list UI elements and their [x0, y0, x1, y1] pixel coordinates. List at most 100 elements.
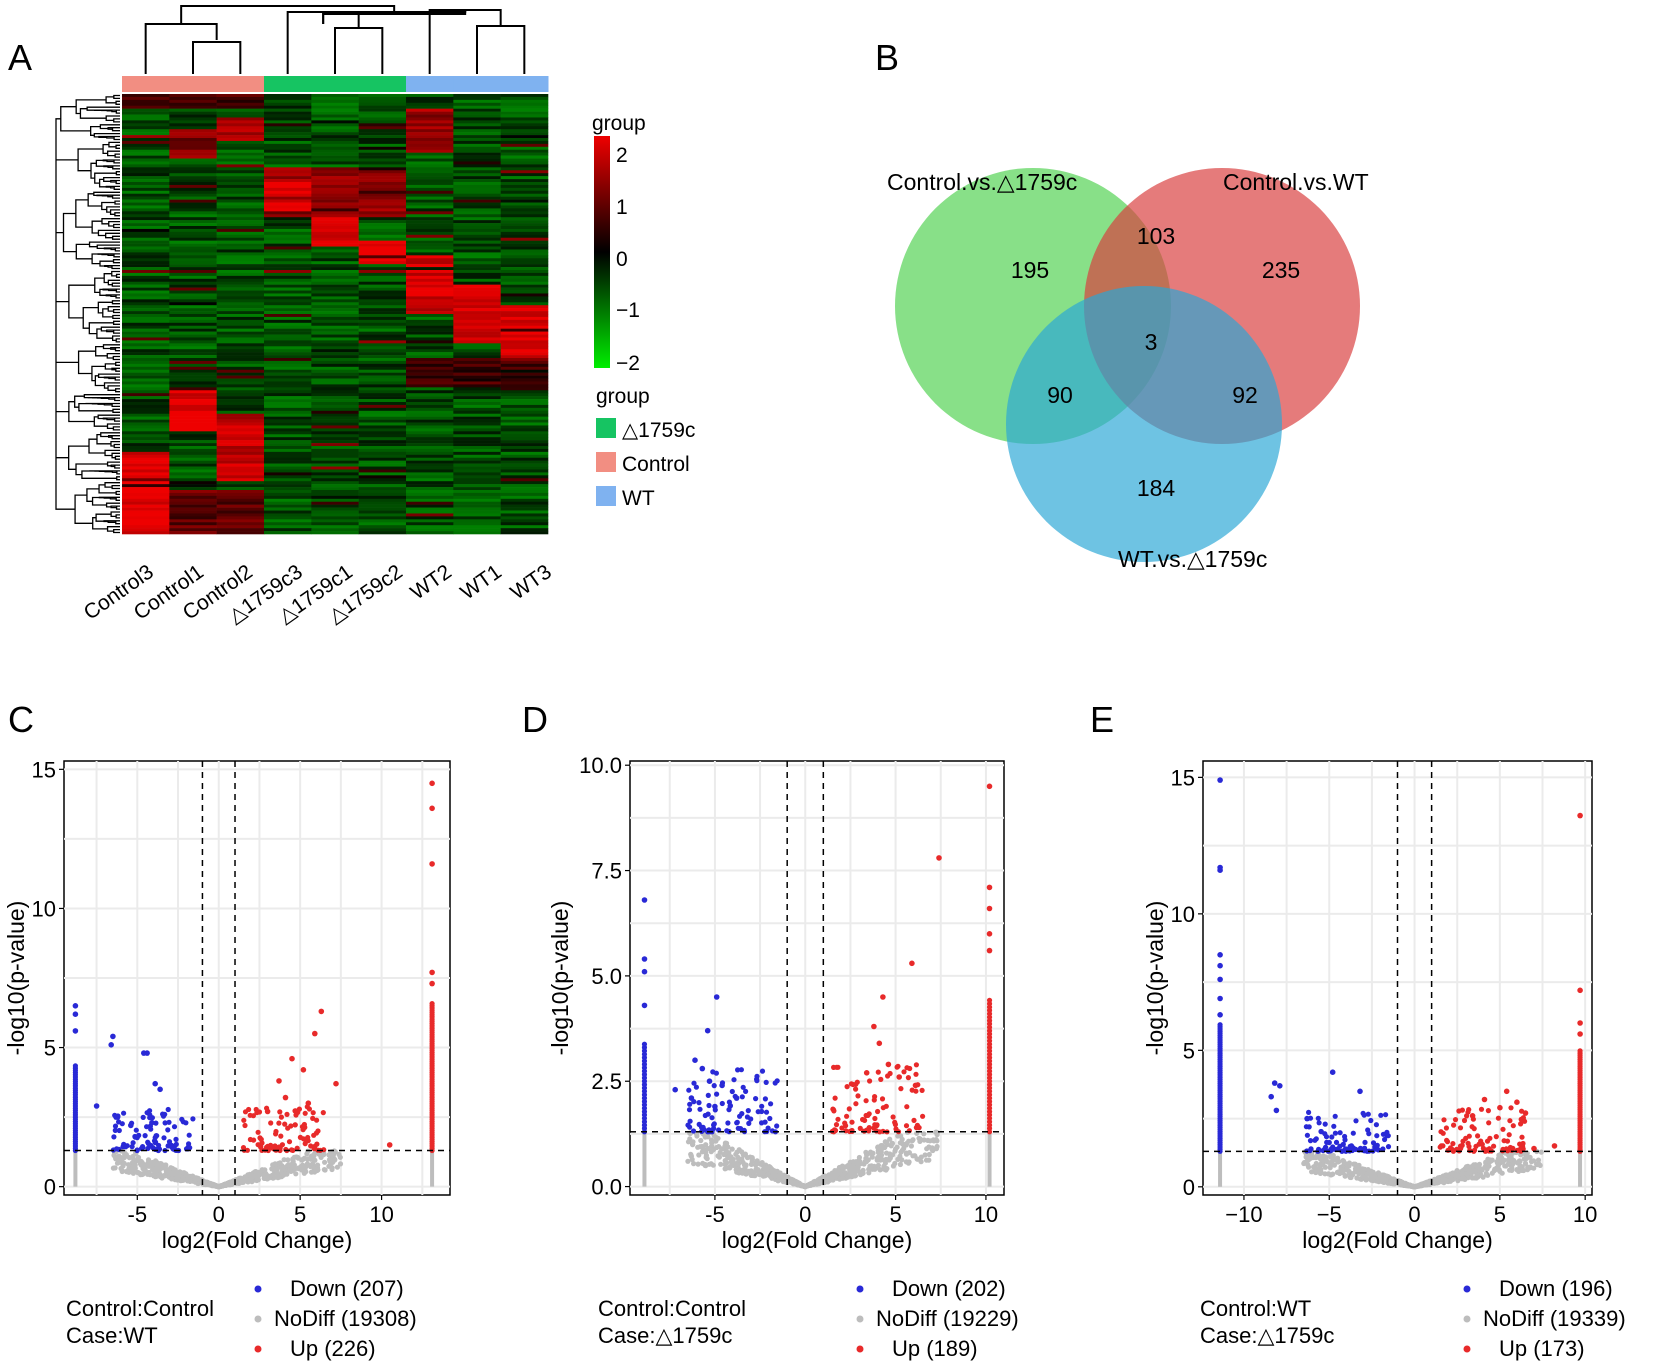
heatmap-cell [311, 440, 359, 444]
heatmap-cell [406, 434, 454, 438]
venn-set-label: Control.vs.WT [1223, 169, 1369, 195]
heatmap-cell [122, 293, 170, 297]
point-nodiff [126, 1169, 132, 1175]
point-down [725, 1120, 731, 1126]
venn-set-label: Control.vs.△1759c [887, 169, 1077, 195]
heatmap-cell [358, 469, 407, 473]
heatmap-cell [453, 293, 501, 297]
point-down [187, 1145, 193, 1151]
heatmap-cell [358, 325, 407, 329]
point-up [1464, 1113, 1470, 1119]
point-nodiff [933, 1137, 939, 1143]
heatmap-cell [264, 305, 312, 309]
heatmap-cell [264, 428, 312, 432]
heatmap-cell [453, 343, 501, 347]
heatmap-cell [122, 275, 170, 280]
point-nodiff [1306, 1164, 1312, 1170]
heatmap-cell [264, 448, 312, 453]
point-nodiff [703, 1142, 709, 1148]
heatmap-cell [311, 390, 359, 394]
heatmap-cell [311, 252, 359, 256]
heatmap-cell [216, 132, 265, 136]
heatmap-cell [311, 237, 359, 241]
heatmap-cell [122, 322, 170, 327]
heatmap-cell [358, 170, 407, 174]
volcano-legend: Down (207) NoDiff (19308) Up (226) [254, 1276, 417, 1361]
venn-set-label: WT.vs.△1759c [1118, 546, 1267, 572]
heatmap-cell [453, 469, 501, 473]
heatmap-cell [358, 281, 407, 285]
point-down [1217, 867, 1223, 873]
point-up [1486, 1120, 1492, 1126]
y-tick-label: 7.5 [591, 859, 622, 884]
heatmap-cell [453, 267, 501, 271]
color-scale-legend: group 2 1 0 −1 −2 [592, 112, 646, 375]
heatmap-cell [122, 220, 170, 224]
heatmap-cell [169, 149, 217, 153]
point-down [141, 1050, 147, 1056]
point-nodiff [1327, 1165, 1333, 1171]
point-up [846, 1106, 852, 1112]
heatmap-cell [122, 402, 170, 406]
heatmap-cell [311, 387, 359, 391]
heatmap-cell [311, 196, 359, 200]
point-nodiff [329, 1166, 335, 1173]
heatmap-cell [122, 152, 170, 156]
heatmap-cell [358, 519, 407, 523]
heatmap-cell [406, 399, 454, 403]
heatmap-cell [311, 425, 359, 429]
heatmap-cell [122, 457, 170, 461]
point-nodiff [156, 1172, 162, 1178]
point-down [738, 1067, 745, 1073]
x-tick-label: -5 [705, 1202, 725, 1227]
heatmap-cell [169, 293, 217, 297]
heatmap-cell [500, 451, 549, 456]
heatmap-cell [216, 360, 265, 365]
control-label: Control:Control [66, 1296, 214, 1321]
point-nodiff [840, 1165, 846, 1171]
heatmap-cell [216, 264, 265, 268]
point-down [735, 1067, 741, 1073]
legend-dot [1463, 1315, 1471, 1323]
heatmap-cell [264, 481, 312, 485]
heatmap-cell [453, 311, 501, 315]
point-nodiff [872, 1166, 878, 1172]
heatmap-cell [406, 387, 454, 391]
heatmap-cell [358, 413, 407, 417]
heatmap-cell [311, 179, 359, 183]
point-down [1337, 1143, 1343, 1149]
x-tick-label: 10 [1573, 1202, 1597, 1227]
heatmap-cell [264, 111, 312, 115]
heatmap-cell [122, 184, 170, 189]
heatmap-cell [453, 193, 501, 197]
heatmap-cell [216, 510, 265, 514]
heatmap-cell [453, 296, 501, 300]
heatmap-cell [264, 319, 312, 324]
volcano-panel-d: -5 0 5 10 0.02.55.07.510.0 log2(Fold Change… [547, 753, 1019, 1361]
heatmap-cell [500, 305, 549, 309]
heatmap-cell [169, 490, 217, 494]
heatmap-cell [358, 393, 407, 397]
point-up [860, 1116, 866, 1123]
heatmap-cell [169, 199, 217, 203]
heatmap-cell [500, 255, 549, 259]
point-up [429, 1001, 435, 1007]
point-nodiff [1316, 1165, 1323, 1172]
point-down [774, 1123, 780, 1129]
point-nodiff [840, 1175, 846, 1181]
heatmap-cell [122, 528, 170, 532]
point-nodiff [1401, 1181, 1407, 1187]
point-up [871, 1023, 877, 1030]
heatmap-cell [406, 478, 454, 482]
point-down [1373, 1122, 1379, 1128]
point-nodiff [685, 1158, 691, 1164]
x-tick-label: −10 [1225, 1202, 1262, 1227]
heatmap-cell [122, 196, 170, 200]
heatmap-cell [216, 528, 265, 532]
heatmap-cell [169, 390, 217, 394]
point-nodiff [1329, 1159, 1335, 1165]
heatmap-cell [500, 352, 549, 356]
point-nodiff [910, 1153, 916, 1159]
heatmap-cell [311, 384, 359, 388]
heatmap-cell [500, 360, 549, 365]
